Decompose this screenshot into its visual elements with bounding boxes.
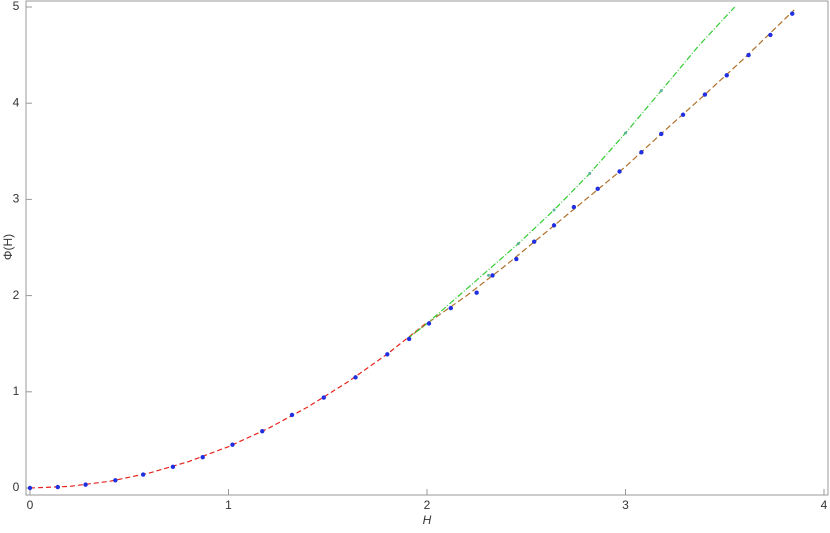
data-point [230,442,235,447]
y-tick-label: 2 [13,288,20,302]
data-point [113,478,118,483]
data-point [200,455,205,460]
data-point [140,472,146,477]
data-point [385,352,390,357]
x-tick-label: 2 [424,498,431,512]
data-point [289,412,295,418]
data-point [260,429,265,434]
curve [406,9,795,340]
data-point [659,89,663,93]
data-point [551,223,557,228]
y-tick-label: 0 [13,480,20,494]
data-point [702,92,708,97]
y-tick-label: 5 [13,0,20,13]
data-point [516,242,520,246]
data-point [448,305,454,311]
data-point [624,131,627,135]
y-tick-label: 1 [13,384,20,398]
data-point [170,464,176,470]
data-point [595,186,600,192]
data-point [426,321,432,326]
data-point [617,169,622,174]
x-axis-label: H [423,513,432,527]
data-point [490,273,495,278]
data-point [588,171,592,175]
data-point [790,11,795,16]
y-tick-label: 3 [13,192,20,206]
data-point [514,256,519,262]
y-tick-label: 4 [13,95,20,109]
data-point [724,73,729,78]
data-point [406,336,412,342]
data-point [571,204,577,210]
data-point [639,150,644,155]
data-point [552,208,556,212]
data-point [746,52,751,58]
data-point [27,485,33,491]
data-point [353,375,358,380]
data-point [768,32,773,38]
data-point [83,482,88,487]
curve [29,322,428,489]
data-point [321,395,326,400]
x-tick-label: 0 [27,498,34,512]
y-axis-label: Φ(H) [1,234,15,260]
data-point [474,290,479,295]
curve [406,6,736,340]
x-tick-label: 3 [622,498,629,512]
data-point [55,484,60,490]
data-point [487,273,491,277]
x-tick-label: 1 [225,498,232,512]
x-tick-label: 4 [821,498,828,512]
data-point [531,239,537,244]
data-point [680,112,686,117]
data-point [659,131,664,137]
frame [25,0,829,496]
